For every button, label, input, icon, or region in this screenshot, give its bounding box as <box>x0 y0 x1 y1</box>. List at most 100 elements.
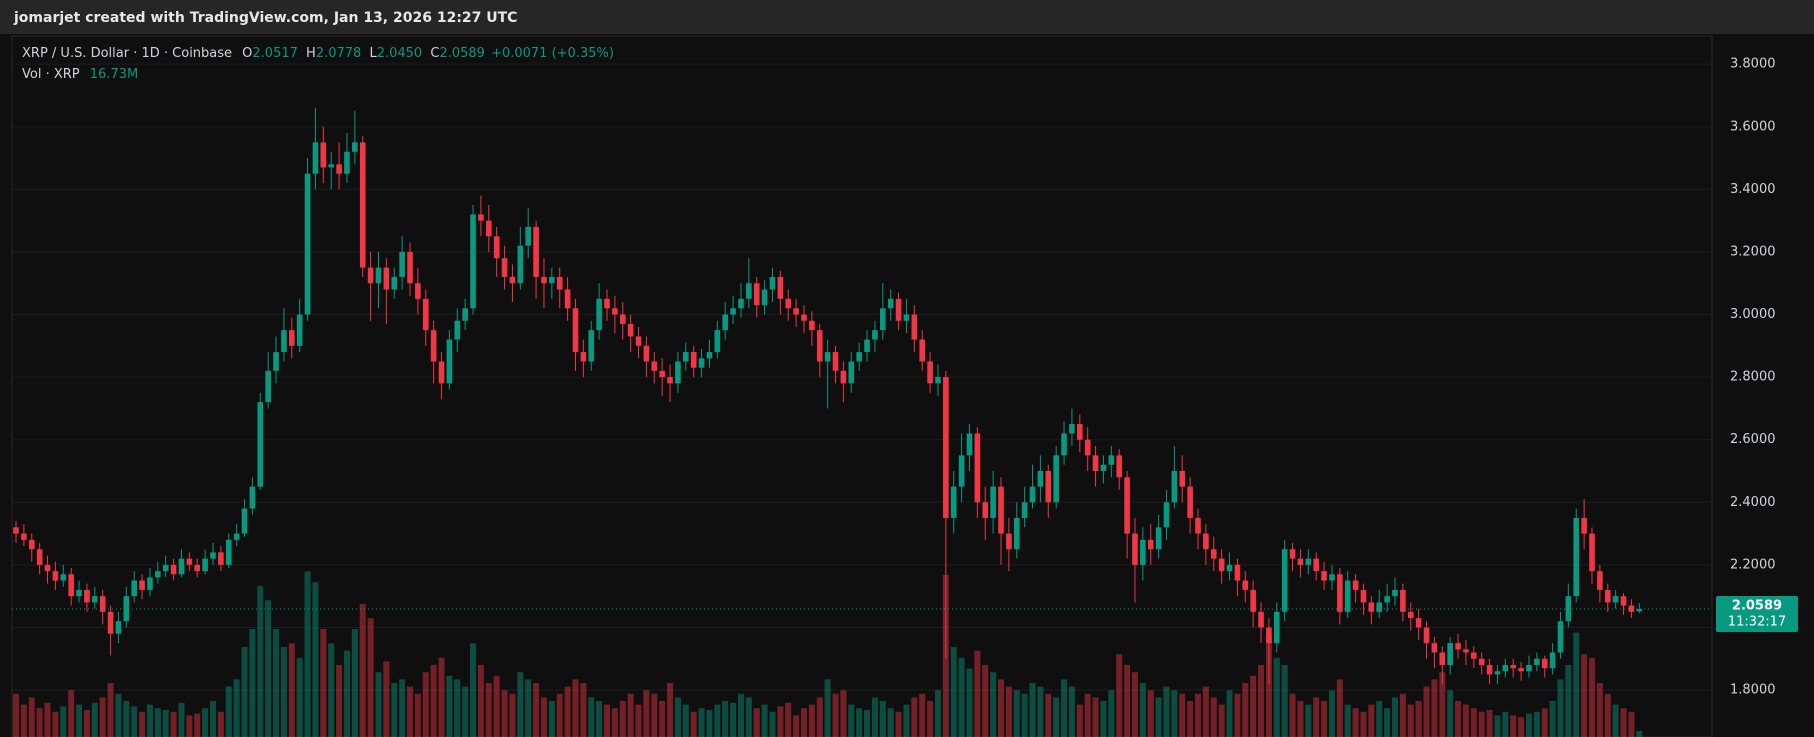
volume-bar <box>753 708 760 737</box>
candle-body <box>194 564 201 572</box>
volume-bar <box>1273 657 1280 737</box>
volume-bar <box>1005 686 1012 737</box>
candle-body <box>139 580 145 590</box>
volume-bar <box>146 704 153 737</box>
volume-bar <box>107 683 114 737</box>
candle-body <box>1628 605 1635 612</box>
y-tick-label: 2.4000 <box>1730 495 1776 510</box>
volume-bar <box>288 643 295 737</box>
candle-body <box>572 308 579 353</box>
volume-bar <box>485 683 492 737</box>
volume-bar <box>470 643 477 737</box>
volume-bar <box>36 708 43 737</box>
volume-bar <box>737 693 744 737</box>
volume-bar <box>1092 697 1099 737</box>
candle-body <box>92 596 98 603</box>
volume-bar <box>1612 704 1619 737</box>
volume-bar <box>194 713 201 737</box>
candle-body <box>1368 602 1375 612</box>
volume-bar <box>722 701 729 737</box>
volume-bar <box>343 650 350 737</box>
candle-body <box>1258 611 1264 628</box>
volume-bar <box>454 679 461 737</box>
candle-body <box>1250 589 1256 612</box>
volume-bar <box>619 701 626 737</box>
volume-bar <box>1352 708 1359 737</box>
candle-body <box>178 558 185 575</box>
candle-body <box>990 486 996 518</box>
candle-body <box>375 267 382 284</box>
volume-bar <box>20 704 27 737</box>
candle-body <box>604 298 610 309</box>
legend-key: C <box>430 46 439 61</box>
volume-bar <box>83 710 90 737</box>
candle-body <box>927 361 933 384</box>
volume-bar <box>265 600 272 737</box>
candle-body <box>911 314 918 340</box>
candle-body <box>769 276 776 290</box>
volume-bar <box>533 683 540 737</box>
volume-bar <box>714 704 721 737</box>
volume-bar <box>1360 711 1367 737</box>
volume-bar <box>68 690 75 737</box>
volume-bar <box>1415 701 1422 737</box>
candle-body <box>1037 470 1044 487</box>
volume-bar <box>1399 693 1406 737</box>
candle-body <box>753 283 760 306</box>
volume-bar <box>934 690 941 737</box>
volume-bar <box>1179 693 1186 737</box>
candle-body <box>399 251 405 277</box>
volume-bar <box>1124 665 1131 737</box>
volume-bar <box>540 697 547 737</box>
last-price-box <box>1716 596 1798 633</box>
candle-body <box>147 577 153 590</box>
candle-body <box>730 308 736 315</box>
volume-value: 16.73M <box>90 67 138 82</box>
candle-body <box>793 308 799 315</box>
volume-bar <box>1525 713 1532 737</box>
candle-body <box>328 164 334 168</box>
volume-bar <box>564 686 571 737</box>
candle-body <box>210 552 216 559</box>
volume-bar <box>1053 697 1060 737</box>
candle-body <box>304 173 311 315</box>
candle-body <box>556 276 563 290</box>
candle-body <box>1400 589 1406 612</box>
volume-bar <box>304 571 311 737</box>
volume-bar <box>1305 704 1312 737</box>
candle-body <box>596 298 602 331</box>
candle-body <box>1573 517 1580 597</box>
y-tick-label: 2.2000 <box>1730 557 1776 572</box>
candle-body <box>312 142 319 174</box>
volume-bar <box>816 697 823 737</box>
volume-bar <box>210 701 216 737</box>
candle-body <box>478 214 484 221</box>
volume-bar <box>698 708 705 737</box>
volume-bar <box>477 665 484 737</box>
volume-bar <box>682 704 689 737</box>
candle-body <box>619 314 626 324</box>
volume-bar <box>635 704 642 737</box>
volume-bar <box>336 665 343 737</box>
volume-pane <box>13 571 1643 737</box>
volume-bar <box>1336 679 1343 737</box>
candle-body <box>785 298 792 309</box>
candle-body <box>1203 533 1209 550</box>
volume-bar <box>462 686 469 737</box>
volume-bar <box>407 686 413 737</box>
candle-body <box>1210 549 1217 559</box>
volume-bar <box>998 679 1004 737</box>
candle-body <box>1045 470 1052 503</box>
volume-bar <box>525 679 532 737</box>
candle-body <box>52 571 59 581</box>
candle-body <box>1006 533 1012 550</box>
volume-bar <box>233 679 240 737</box>
candle-body <box>1226 564 1233 572</box>
volume-bar <box>1431 679 1438 737</box>
volume-bar <box>808 704 815 737</box>
candle-body <box>706 352 713 359</box>
volume-bar <box>1313 697 1320 737</box>
candle-body <box>1092 455 1099 471</box>
candle-body <box>1163 502 1170 528</box>
candle-body <box>525 226 531 246</box>
